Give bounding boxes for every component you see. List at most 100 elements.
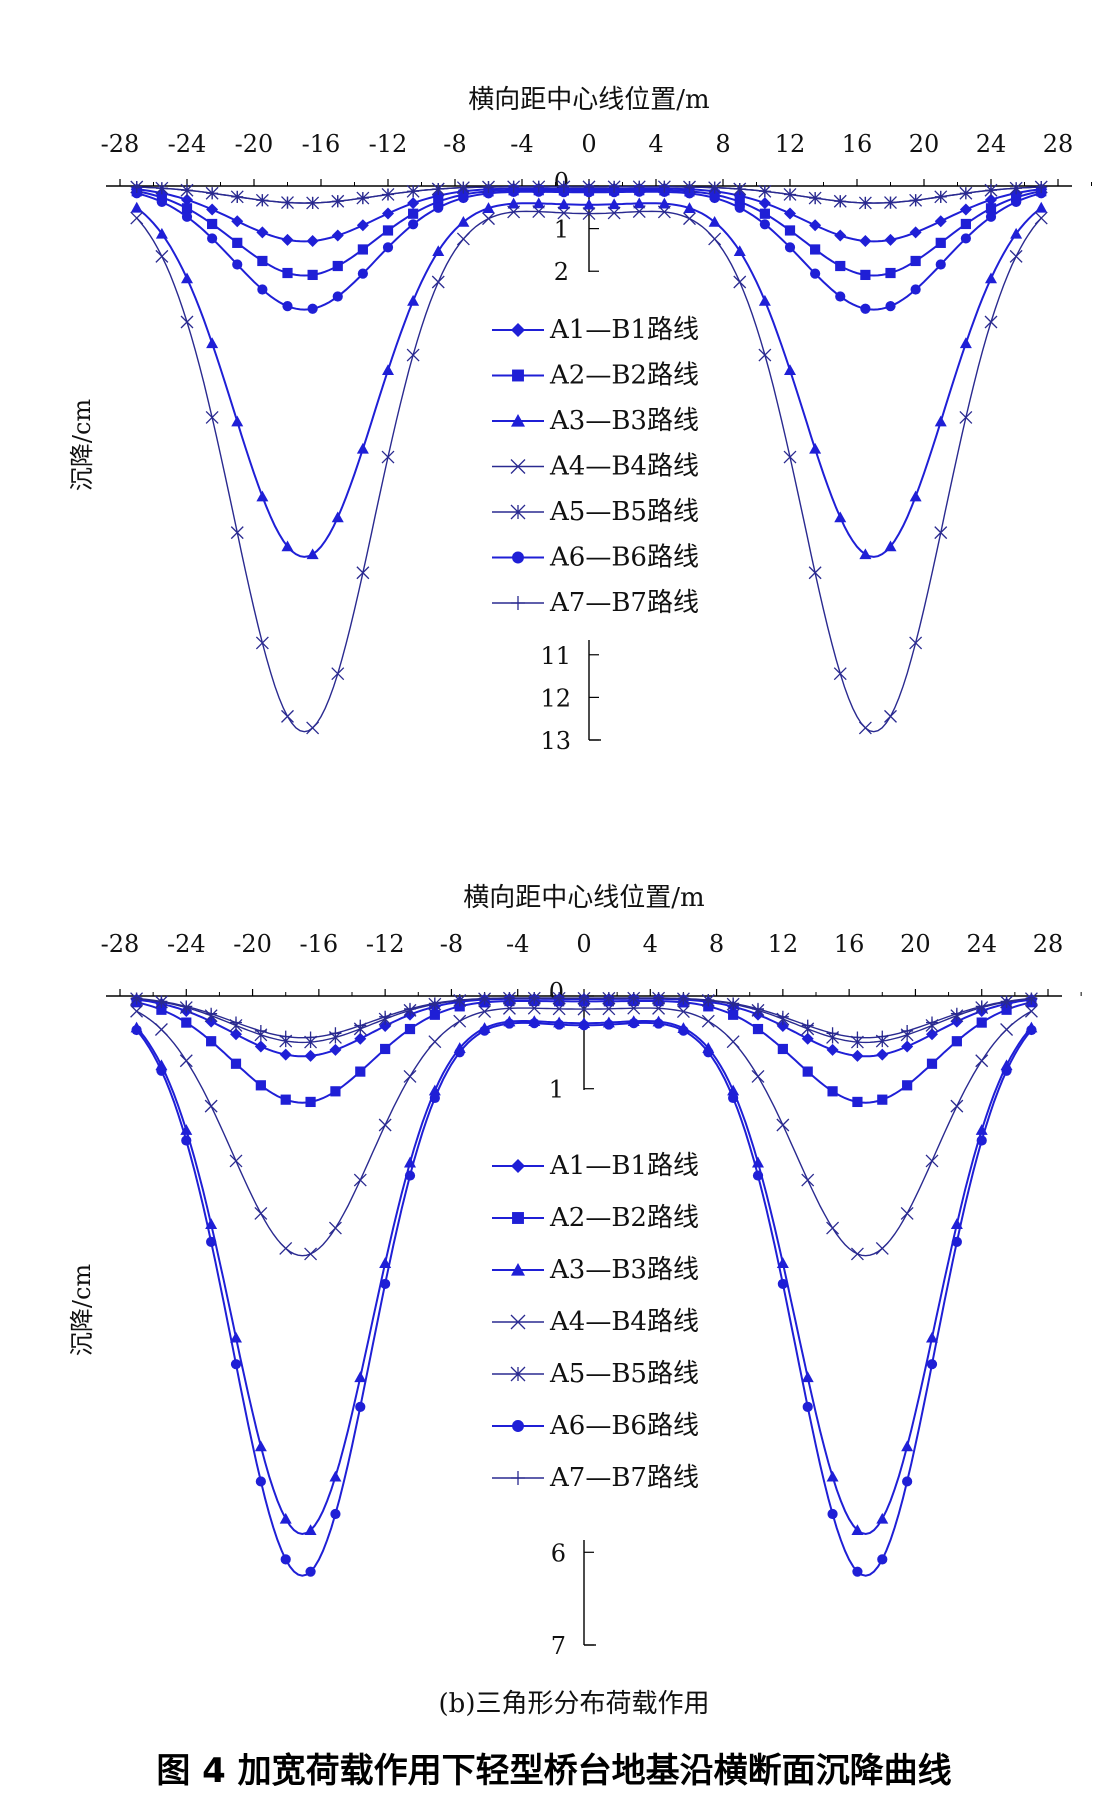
data-point [652,991,665,1004]
data-point [976,1017,987,1028]
data-point [382,242,394,253]
data-point [408,219,419,230]
data-point [304,1031,317,1044]
data-point [826,1027,839,1040]
x-tick-label: 24 [976,130,1007,158]
data-point [554,1019,565,1030]
data-point [155,249,169,263]
y-tick-label: 6 [551,1539,566,1567]
data-point [758,185,771,198]
data-point [354,1019,367,1032]
x-tick-label: 4 [643,930,658,958]
data-point [683,212,696,226]
data-point [281,709,294,723]
legend-label: A5—B5路线 [549,497,699,527]
data-point [628,1018,639,1029]
data-point [532,197,545,209]
data-point [684,188,695,199]
data-point [1026,1024,1037,1036]
data-point [1009,249,1023,263]
data-point [330,1508,341,1520]
data-point [306,721,320,735]
data-point [206,337,219,349]
data-point [231,215,244,228]
data-point [909,490,922,502]
data-point [834,195,847,208]
data-point [935,259,946,270]
data-point [257,284,268,295]
data-point [877,1554,888,1565]
data-point [751,1069,765,1083]
data-point [985,272,997,284]
data-point [206,1236,217,1247]
data-point [432,182,445,195]
data-point [759,208,770,219]
data-point [826,1043,839,1056]
data-point [332,260,343,272]
data-point [834,229,847,242]
data-point [482,202,495,213]
data-point [329,1470,342,1482]
data-point [950,1007,963,1020]
x-tick-label: 0 [576,930,591,958]
data-point [910,284,921,295]
data-point [801,1032,814,1045]
data-point [658,180,671,193]
data-point [784,225,796,236]
chart-b: 横向距中心线位置/m-28 -24 -20 -16 -12 -8 -4 0 4 8 12 16 20 24… [68,883,1082,1791]
data-point [181,1017,192,1028]
data-point [181,272,193,284]
data-point [156,1004,167,1015]
data-point [552,1002,566,1016]
data-point [734,202,745,213]
data-point [902,1080,913,1091]
data-point [884,709,897,723]
legend-label: A3—B3路线 [549,406,699,436]
data-point [282,267,293,279]
data-point [876,1048,889,1061]
data-point [877,1094,888,1105]
data-point [827,1508,838,1520]
data-point [254,1040,267,1053]
data-point [1010,227,1023,239]
data-point [851,1524,864,1536]
data-point [155,995,168,1008]
data-point [282,301,293,312]
data-point [379,1010,392,1023]
data-point [709,192,720,204]
data-point [355,1401,366,1412]
data-point [852,1566,863,1577]
y-tick-label: 12 [540,684,571,712]
x-tick-label: 20 [900,930,931,958]
data-point [532,180,545,193]
data-point [860,269,871,281]
legend-marker [512,1420,524,1432]
data-point [304,1049,317,1062]
data-point [428,997,441,1010]
data-point [783,450,797,464]
data-point [608,180,621,193]
data-point [329,1027,342,1040]
y-tick-label: 11 [540,642,571,670]
y-axis-label: 沉降/cm [68,1264,96,1357]
data-point [733,245,746,257]
data-point [809,219,822,232]
x-tick-label: -20 [233,930,272,958]
legend-label: A4—B4路线 [549,1307,699,1337]
legend-label: A7—B7路线 [549,588,699,618]
data-point [934,190,947,203]
data-point [677,992,690,1005]
legend-label: A1—B1路线 [549,315,699,345]
legend-marker [511,414,525,427]
data-point [708,215,721,227]
data-point [254,1440,267,1452]
data-point [532,205,546,219]
data-point [356,192,369,205]
data-point [331,667,345,681]
data-point [959,203,972,216]
data-point [453,1014,467,1028]
data-point [478,1005,492,1018]
data-point [1001,1065,1012,1076]
data-point [701,1014,715,1028]
data-point [331,511,344,523]
